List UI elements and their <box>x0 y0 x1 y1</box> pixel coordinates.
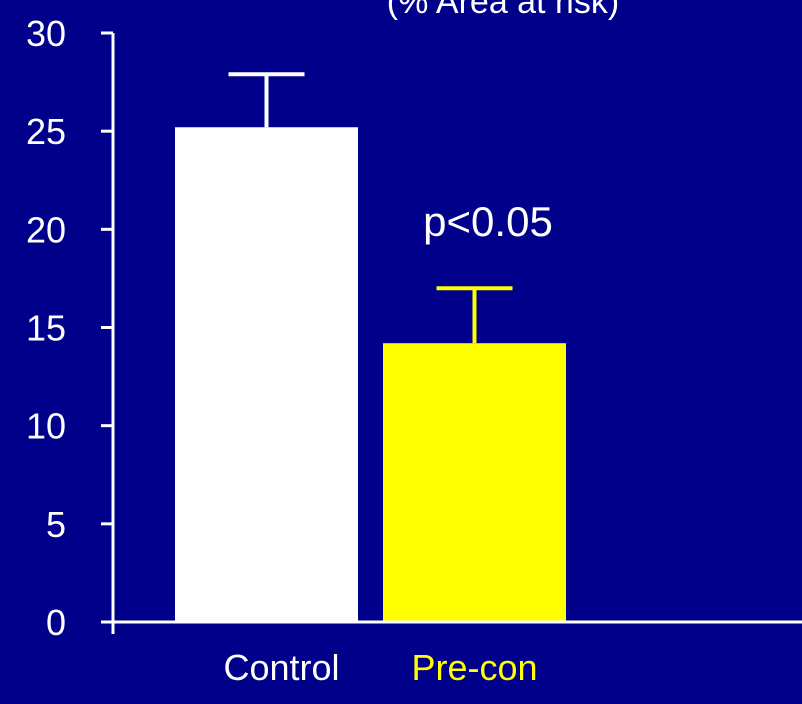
bars <box>175 72 566 623</box>
bar-pre-con <box>383 343 566 622</box>
significance-annotation: p<0.05 <box>423 198 553 245</box>
y-tick-label: 20 <box>26 209 66 250</box>
y-tick-label: 25 <box>26 111 66 152</box>
x-axis-labels: Control Pre-con <box>223 647 537 688</box>
y-tick-label: 5 <box>46 504 66 545</box>
y-axis-title: (% Area at risk) <box>387 0 619 21</box>
y-axis-ticks: 0 5 10 15 20 25 30 <box>26 13 113 643</box>
x-category-label: Control <box>223 647 339 688</box>
y-tick-label: 30 <box>26 13 66 54</box>
y-tick-label: 10 <box>26 406 66 447</box>
bar-control <box>175 127 358 623</box>
y-tick-label: 0 <box>46 602 66 643</box>
y-tick-label: 15 <box>26 308 66 349</box>
x-category-label: Pre-con <box>411 647 537 688</box>
